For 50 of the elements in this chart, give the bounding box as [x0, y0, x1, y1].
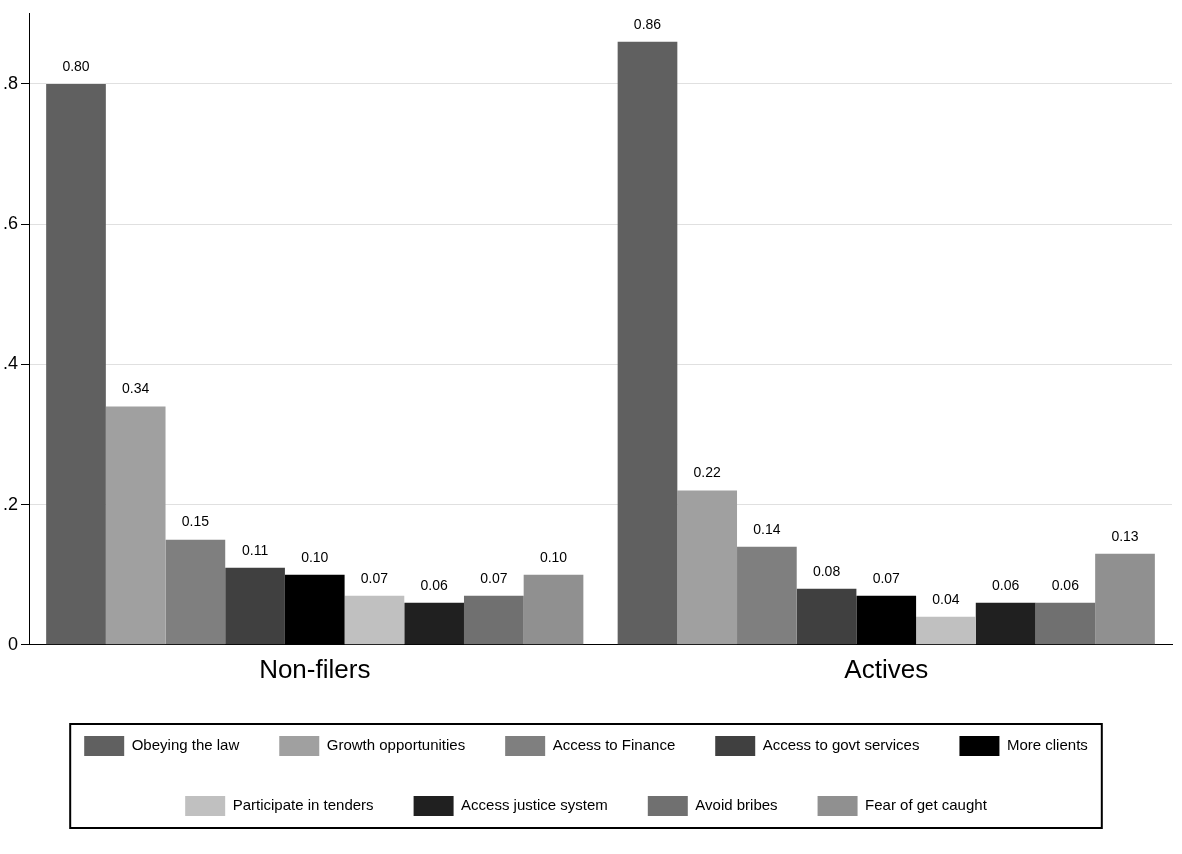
legend-label: Growth opportunities — [326, 736, 466, 754]
bar — [404, 602, 464, 645]
data-label: 0.86 — [633, 15, 662, 32]
bar — [737, 546, 797, 645]
bar — [975, 602, 1036, 645]
x-tick-label: Actives — [844, 653, 929, 684]
bar — [1095, 553, 1155, 645]
bar — [105, 406, 166, 645]
data-label: 0.80 — [62, 57, 90, 74]
data-label: 0.10 — [539, 548, 568, 565]
bar — [344, 595, 405, 645]
data-label: 0.07 — [480, 569, 508, 586]
legend-label: More clients — [1006, 736, 1088, 754]
bar — [46, 83, 106, 645]
bar — [523, 574, 584, 645]
bar — [1035, 602, 1096, 645]
legend-label: Access justice system — [461, 796, 608, 814]
y-tick-label: .6 — [3, 213, 19, 234]
bar — [165, 539, 226, 645]
data-label: 0.07 — [872, 569, 901, 586]
legend-label: Access to govt services — [762, 736, 920, 754]
data-label: 0.06 — [420, 576, 448, 593]
data-label: 0.07 — [360, 569, 389, 586]
data-label: 0.06 — [1051, 576, 1080, 593]
bar — [796, 588, 857, 645]
legend-label: Participate in tenders — [232, 796, 374, 814]
data-label: 0.13 — [1111, 527, 1139, 544]
y-tick-label: 0 — [8, 633, 19, 654]
bar — [463, 595, 524, 645]
legend-label: Access to Finance — [552, 736, 676, 754]
data-label: 0.04 — [932, 590, 960, 607]
y-tick-label: .4 — [3, 353, 19, 374]
legend-label: Obeying the law — [131, 736, 240, 754]
data-label: 0.11 — [241, 541, 269, 558]
bar — [677, 490, 738, 645]
data-label: 0.34 — [122, 380, 150, 397]
bar — [617, 41, 678, 645]
x-tick-label: Non-filers — [259, 653, 371, 684]
legend-label: Avoid bribes — [695, 796, 778, 814]
data-label: 0.06 — [992, 576, 1020, 593]
data-label: 0.15 — [181, 513, 210, 530]
bar — [225, 567, 285, 645]
y-tick-label: .2 — [3, 493, 19, 514]
data-label: 0.22 — [693, 464, 722, 481]
data-label: 0.08 — [812, 562, 841, 579]
legend-label: Fear of get caught — [865, 796, 988, 814]
data-label: 0.14 — [753, 520, 781, 537]
y-tick-label: .8 — [3, 72, 19, 93]
bar — [916, 616, 976, 645]
data-label: 0.10 — [301, 548, 329, 565]
